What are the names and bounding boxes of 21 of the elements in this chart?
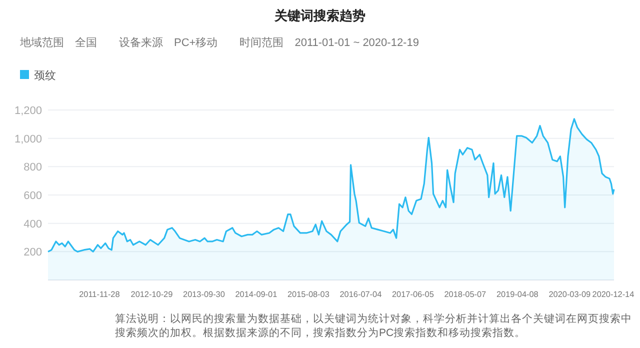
x-tick-label: 2017-06-05 [392,290,434,299]
chart-subtitle: 地域范围 全国 设备来源 PC+移动 时间范围 2011-01-01 ~ 2020-12-19 [19,36,419,49]
y-tick-label: 600 [24,190,42,202]
x-tick-label: 2018-05-07 [444,290,487,299]
y-tick-label: 200 [24,246,42,259]
x-tick-label: 2012-10-29 [130,290,174,299]
y-tick-label: 1,200 [14,105,42,117]
x-tick-label: 2020-12-14 [592,290,635,299]
legend-label: 颈纹 [34,70,56,82]
x-tick-label: 2015-08-03 [288,290,330,299]
text: 算法说明：以网民的搜索量为数据基础，以关键词为统计对象，科学分析并计算出各个关键词在网页搜索中搜索频次的加权。根据数据来源的不同，搜索指数分为PC搜索指数和移动搜索指数。 [115,312,632,339]
y-tick-label: 800 [24,162,42,174]
x-tick-label: 2013-09-30 [183,290,226,299]
x-tick-label: 2016-07-04 [340,290,382,299]
x-tick-label: 2019-04-08 [496,290,539,299]
y-tick-label: 400 [24,218,42,230]
x-tick-label: 2014-09-01 [235,290,278,299]
y-tick-label: 1,000 [14,133,42,146]
x-tick-label: 2020-03-09 [548,290,592,299]
x-tick-label: 2011-11-28 [79,290,120,299]
chart-title: 关键词搜索趋势 [274,8,366,23]
